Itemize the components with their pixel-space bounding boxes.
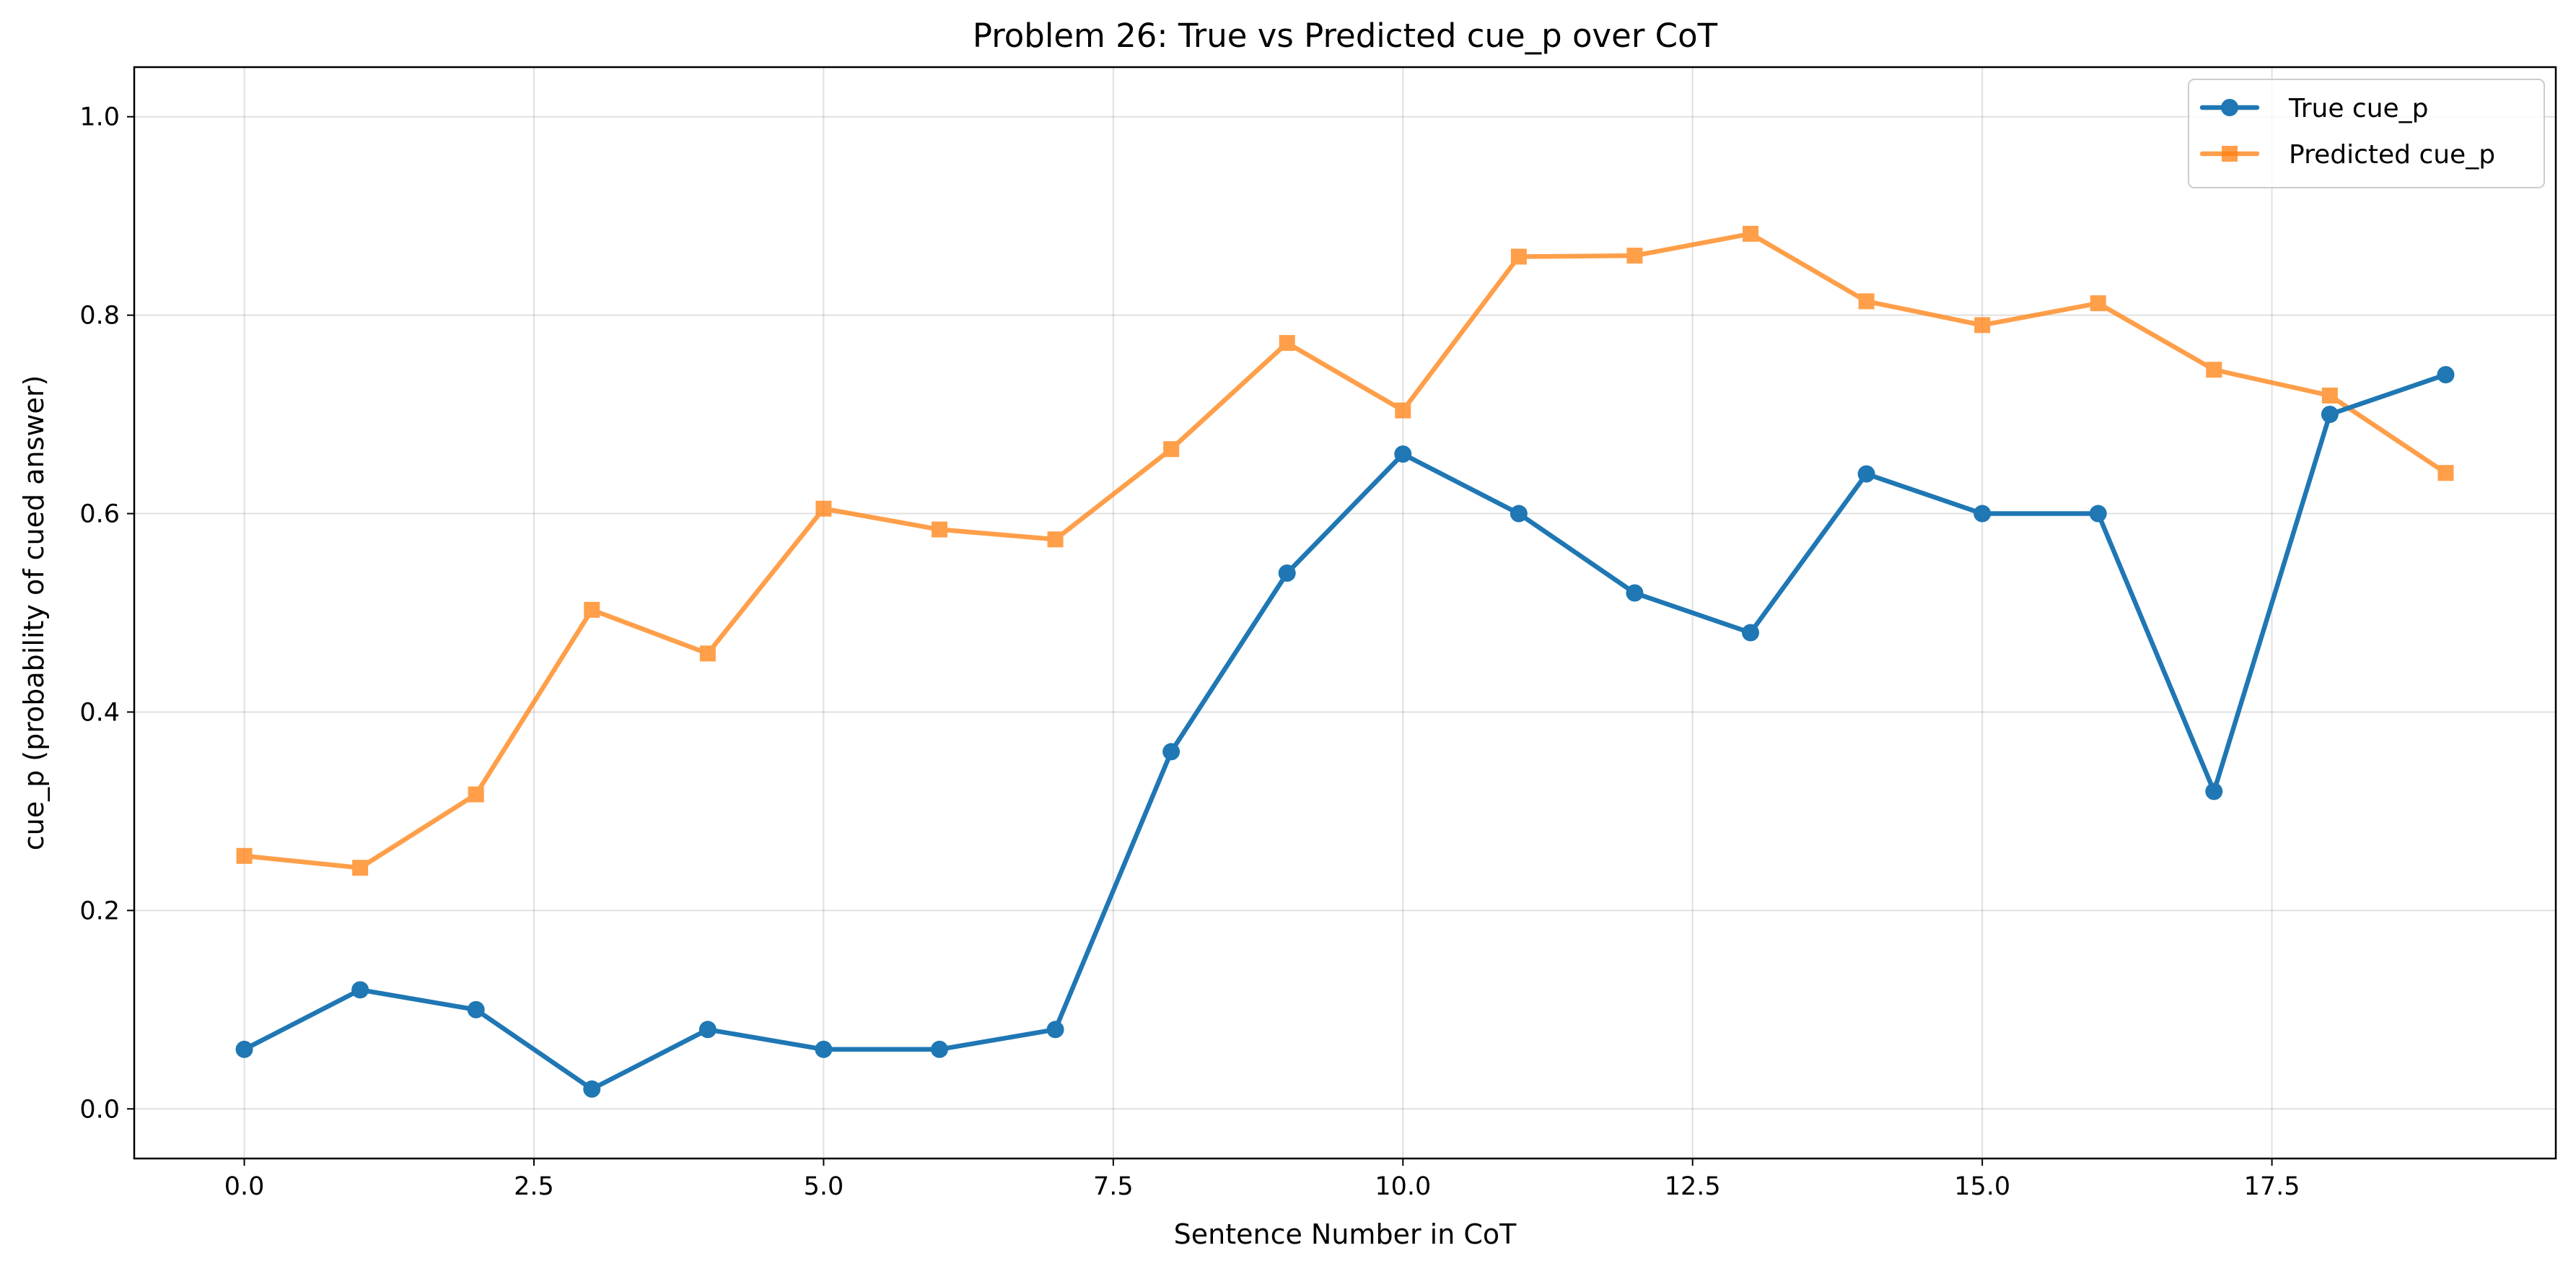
predicted-point (1510, 248, 1527, 265)
true-point (1973, 505, 1992, 523)
predicted-point (2321, 387, 2338, 403)
x-tick-label: 12.5 (1665, 1172, 1721, 1201)
true-point (2321, 406, 2339, 424)
true-point (698, 1021, 717, 1039)
true-point (1278, 564, 1296, 583)
legend-marker-true (2221, 99, 2238, 116)
predicted-point (236, 847, 253, 864)
x-tick-label: 0.0 (224, 1172, 265, 1201)
legend: True cue_p Predicted cue_p (2188, 79, 2545, 188)
predicted-point (1047, 531, 1064, 548)
x-tick-label: 7.5 (1093, 1172, 1134, 1201)
y-tick-label: 0.4 (79, 698, 120, 727)
true-point (583, 1080, 601, 1098)
true-point (1626, 584, 1644, 602)
legend-label-true: True cue_p (2288, 94, 2429, 123)
predicted-point (931, 521, 947, 538)
true-point (930, 1040, 948, 1058)
series-true (235, 366, 2455, 1098)
true-point (815, 1040, 833, 1058)
predicted-point (1626, 248, 1643, 264)
ticks: 0.0 2.5 5.0 7.5 10.0 12.5 15.0 17.5 0.0 0.2 0.4 0.6… (79, 103, 2300, 1201)
predicted-point (1163, 441, 1180, 458)
legend-label-predicted: Predicted cue_p (2289, 140, 2495, 170)
true-point (2205, 782, 2223, 800)
predicted-point (2437, 465, 2454, 481)
y-tick-label: 0.2 (79, 896, 120, 925)
x-tick-label: 17.5 (2244, 1172, 2300, 1201)
predicted-line (242, 231, 2448, 871)
true-point (467, 1000, 485, 1018)
predicted-point (352, 860, 369, 876)
predicted-point (584, 601, 600, 618)
legend-marker-predicted (2222, 146, 2238, 162)
predicted-point (468, 786, 484, 803)
predicted-point (815, 500, 832, 517)
predicted-point (1279, 335, 1295, 352)
true-point (2089, 505, 2107, 523)
true-point (235, 1040, 253, 1058)
true-point (1857, 465, 1875, 483)
series-predicted (236, 225, 2454, 876)
true-point (1510, 505, 1528, 523)
predicted-point (1743, 225, 1759, 242)
true-line (242, 372, 2448, 1092)
true-point (1394, 445, 1412, 463)
legend-box (2188, 79, 2545, 188)
x-tick-label: 5.0 (804, 1172, 844, 1201)
true-point (2437, 366, 2455, 384)
y-axis-label: cue_p (probability of cued answer) (18, 375, 50, 851)
predicted-point (699, 645, 716, 662)
y-tick-label: 0.6 (79, 500, 120, 529)
series-layer (235, 225, 2455, 1098)
chart-title: Problem 26: True vs Predicted cue_p over… (973, 17, 1718, 55)
predicted-point (2206, 362, 2222, 378)
x-axis-label: Sentence Number in CoT (1174, 1218, 1517, 1250)
y-tick-label: 0.8 (79, 302, 120, 331)
y-tick-label: 1.0 (79, 103, 120, 132)
predicted-point (2090, 295, 2106, 312)
plot-frame (133, 66, 2557, 1160)
true-point (351, 981, 369, 999)
y-tick-label: 0.0 (79, 1095, 120, 1124)
x-tick-label: 10.0 (1375, 1172, 1431, 1201)
x-tick-label: 15.0 (1954, 1172, 2010, 1201)
true-point (1742, 624, 1760, 642)
predicted-point (1395, 402, 1411, 419)
predicted-point (1974, 317, 1991, 333)
x-tick-label: 2.5 (514, 1172, 554, 1201)
true-point (1046, 1021, 1064, 1039)
true-point (1162, 743, 1180, 761)
predicted-point (1858, 293, 1875, 310)
